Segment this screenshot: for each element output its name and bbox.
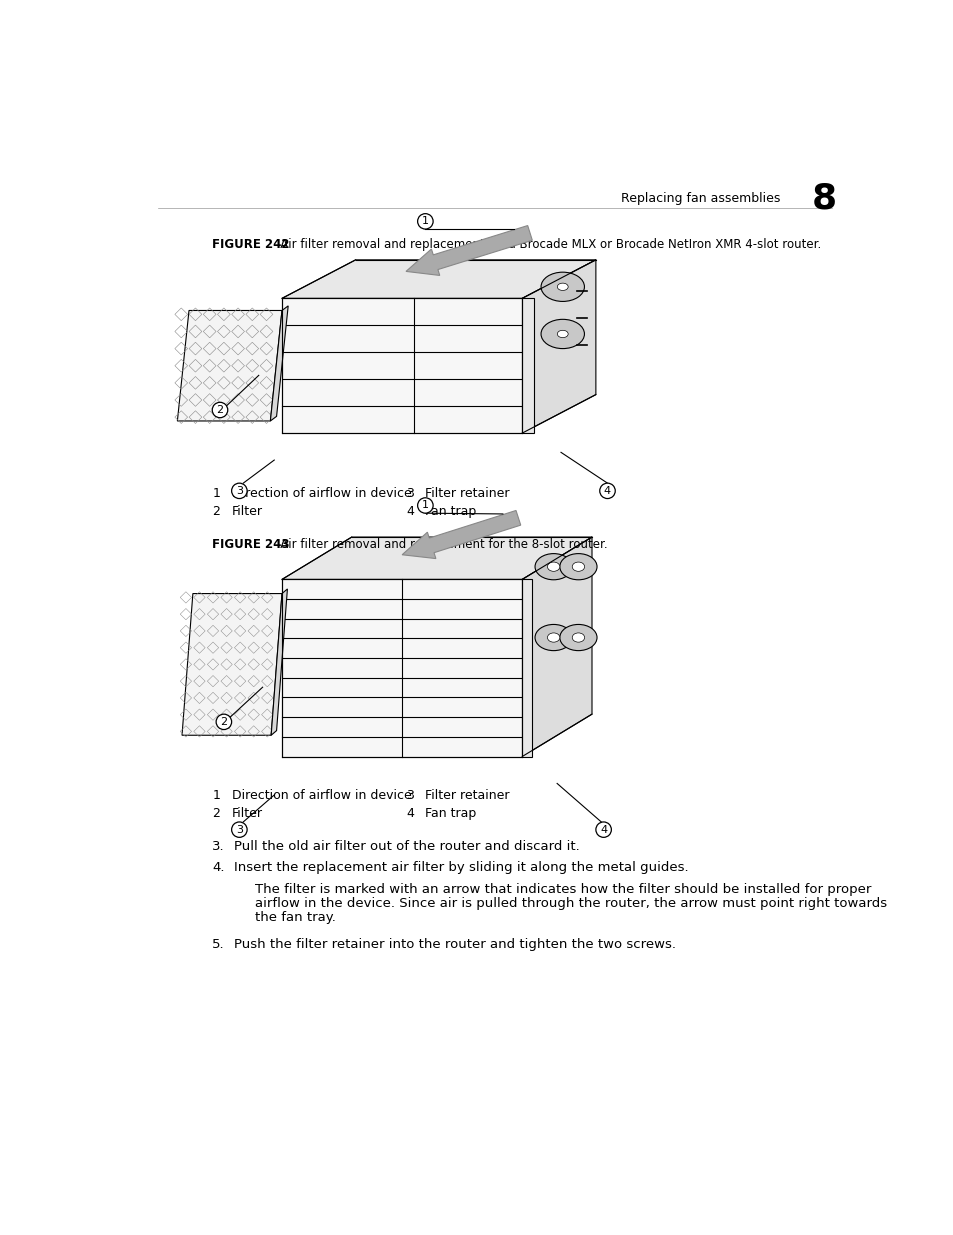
- Text: the fan tray.: the fan tray.: [254, 910, 335, 924]
- Circle shape: [212, 403, 228, 417]
- Polygon shape: [177, 310, 282, 421]
- Ellipse shape: [559, 625, 597, 651]
- Text: 4: 4: [406, 808, 414, 820]
- Text: Fan trap: Fan trap: [425, 505, 476, 519]
- Ellipse shape: [535, 625, 572, 651]
- Circle shape: [232, 483, 247, 499]
- Circle shape: [216, 714, 232, 730]
- Polygon shape: [282, 537, 592, 579]
- Polygon shape: [270, 306, 288, 421]
- Polygon shape: [282, 259, 596, 299]
- Ellipse shape: [540, 320, 584, 348]
- Text: 3.: 3.: [212, 840, 225, 852]
- Text: Air filter removal and replacement for the 8-slot router.: Air filter removal and replacement for t…: [269, 537, 607, 551]
- Text: Direction of airflow in device: Direction of airflow in device: [232, 789, 411, 802]
- Text: Insert the replacement air filter by sliding it along the metal guides.: Insert the replacement air filter by sli…: [233, 861, 688, 874]
- Polygon shape: [521, 259, 596, 433]
- Polygon shape: [402, 510, 520, 558]
- Polygon shape: [282, 579, 521, 757]
- Text: Replacing fan assemblies: Replacing fan assemblies: [620, 191, 780, 205]
- Text: 8: 8: [811, 182, 836, 215]
- Ellipse shape: [535, 553, 572, 579]
- Text: 3: 3: [235, 825, 243, 835]
- Text: Fan trap: Fan trap: [425, 808, 476, 820]
- Polygon shape: [521, 537, 592, 757]
- Polygon shape: [406, 226, 532, 275]
- Polygon shape: [282, 299, 521, 433]
- Text: 4: 4: [406, 505, 414, 519]
- Polygon shape: [271, 589, 287, 735]
- Ellipse shape: [547, 562, 559, 572]
- Text: Push the filter retainer into the router and tighten the two screws.: Push the filter retainer into the router…: [233, 939, 676, 951]
- Text: 1: 1: [212, 487, 220, 500]
- Polygon shape: [521, 579, 531, 757]
- Text: 2: 2: [216, 405, 223, 415]
- Ellipse shape: [547, 632, 559, 642]
- Text: Filter: Filter: [232, 808, 262, 820]
- Text: 2: 2: [220, 716, 227, 727]
- Circle shape: [417, 214, 433, 228]
- Text: FIGURE 242: FIGURE 242: [212, 237, 290, 251]
- Text: Air filter removal and replacement for a Brocade MLX or Brocade NetIron XMR 4-sl: Air filter removal and replacement for a…: [269, 237, 821, 251]
- Text: Pull the old air filter out of the router and discard it.: Pull the old air filter out of the route…: [233, 840, 579, 852]
- Text: Filter: Filter: [232, 505, 262, 519]
- Circle shape: [417, 498, 433, 514]
- Text: 2: 2: [212, 505, 220, 519]
- Circle shape: [596, 823, 611, 837]
- Ellipse shape: [572, 562, 584, 572]
- Text: 3: 3: [406, 487, 414, 500]
- Text: 1: 1: [421, 216, 429, 226]
- Text: Filter retainer: Filter retainer: [425, 789, 509, 802]
- Circle shape: [232, 823, 247, 837]
- Text: 5.: 5.: [212, 939, 225, 951]
- Text: 4: 4: [603, 485, 611, 495]
- Ellipse shape: [557, 330, 568, 337]
- Ellipse shape: [559, 553, 597, 579]
- Polygon shape: [182, 594, 282, 735]
- Text: Filter retainer: Filter retainer: [425, 487, 509, 500]
- Text: airflow in the device. Since air is pulled through the router, the arrow must po: airflow in the device. Since air is pull…: [254, 897, 886, 910]
- Text: 3: 3: [235, 485, 243, 495]
- Text: 1: 1: [212, 789, 220, 802]
- Text: 4.: 4.: [212, 861, 225, 874]
- Circle shape: [599, 483, 615, 499]
- Ellipse shape: [540, 272, 584, 301]
- Text: 3: 3: [406, 789, 414, 802]
- Text: 4: 4: [599, 825, 606, 835]
- Polygon shape: [521, 299, 534, 433]
- Text: 1: 1: [421, 500, 429, 510]
- Text: 2: 2: [212, 808, 220, 820]
- Ellipse shape: [557, 283, 568, 290]
- Text: Direction of airflow in device: Direction of airflow in device: [232, 487, 411, 500]
- Ellipse shape: [572, 632, 584, 642]
- Text: The filter is marked with an arrow that indicates how the filter should be insta: The filter is marked with an arrow that …: [254, 883, 870, 895]
- Text: FIGURE 243: FIGURE 243: [212, 537, 290, 551]
